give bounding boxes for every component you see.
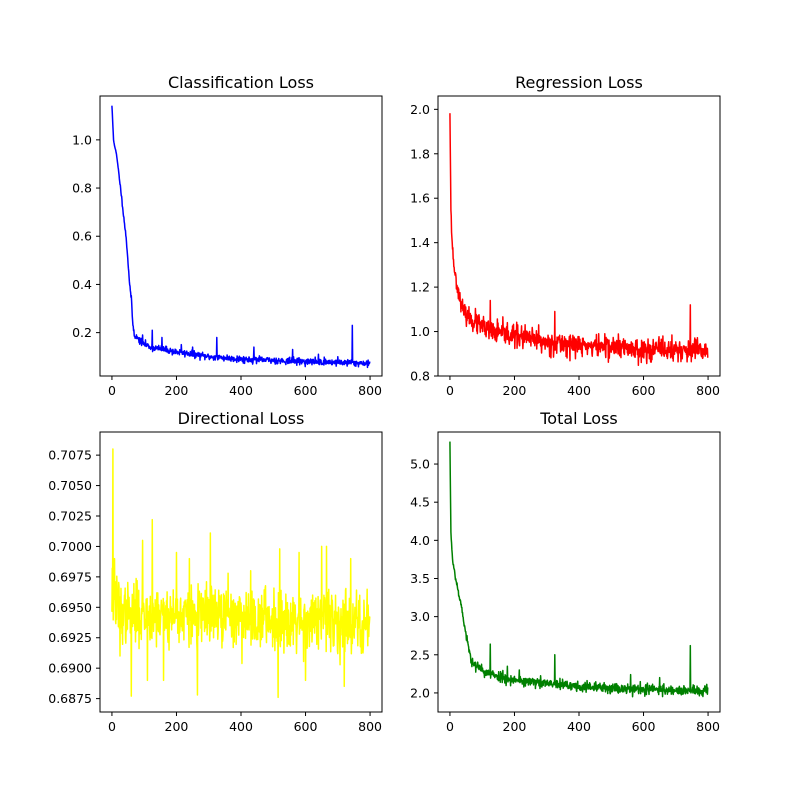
directional-loss-y-tick-label: 0.6875 (48, 691, 92, 706)
classification-loss-x-tick-label: 800 (358, 383, 382, 398)
classification-loss-y-tick-label: 0.4 (72, 277, 92, 292)
directional-loss-x-tick-label: 800 (358, 719, 382, 734)
total-loss-x-tick-label: 200 (503, 719, 527, 734)
classification-loss-x-tick-label: 0 (108, 383, 116, 398)
classification-loss-y-tick-label: 0.6 (72, 229, 92, 244)
regression-loss-x-tick-label: 0 (446, 383, 454, 398)
classification-loss-x-tick-label: 400 (229, 383, 253, 398)
regression-loss-y-tick-label: 1.2 (410, 280, 430, 295)
directional-loss-x-tick-label: 0 (108, 719, 116, 734)
directional-loss-x-tick-label: 400 (229, 719, 253, 734)
regression-loss-x-tick-label: 600 (632, 383, 656, 398)
classification-loss-title: Classification Loss (168, 73, 314, 92)
total-loss-title: Total Loss (539, 409, 618, 428)
regression-loss-y-tick-label: 1.0 (410, 324, 430, 339)
total-loss-y-tick-label: 2.0 (410, 685, 430, 700)
classification-loss-x-tick-label: 200 (165, 383, 189, 398)
classification-loss-axes-frame (99, 95, 383, 377)
classification-loss-y-tick-label: 0.2 (72, 325, 92, 340)
directional-loss-y-tick-label: 0.6975 (48, 569, 92, 584)
total-loss-series-line (449, 441, 709, 698)
regression-loss-title: Regression Loss (515, 73, 643, 92)
directional-loss-y-tick-label: 0.7025 (48, 509, 92, 524)
total-loss-y-tick-label: 4.5 (410, 495, 430, 510)
total-loss-x-tick-label: 400 (567, 719, 591, 734)
regression-loss-y-tick-label: 1.4 (410, 235, 430, 250)
regression-loss-y-tick-label: 1.6 (410, 191, 430, 206)
classification-loss-y-tick-label: 0.8 (72, 181, 92, 196)
total-loss-x-tick-label: 0 (446, 719, 454, 734)
regression-loss-x-tick-label: 800 (696, 383, 720, 398)
total-loss-y-tick-label: 3.0 (410, 609, 430, 624)
total-loss-subplot: 0 200 400 600 800 2.0 2.5 3.0 3.5 4.0 4.5 5.0 Total … (410, 409, 721, 734)
classification-loss-subplot: 0 200 400 600 800 0.2 0.4 0.6 0.8 1.0 Classificati… (72, 73, 383, 398)
regression-loss-y-tick-label: 1.8 (410, 146, 430, 161)
regression-loss-x-tick-label: 400 (567, 383, 591, 398)
directional-loss-series-line (111, 448, 371, 699)
total-loss-y-tick-label: 5.0 (410, 457, 430, 472)
directional-loss-y-tick-label: 0.7075 (48, 448, 92, 463)
total-loss-x-tick-label: 600 (632, 719, 656, 734)
regression-loss-y-tick-label: 0.8 (410, 369, 430, 384)
directional-loss-y-tick-label: 0.6950 (48, 600, 92, 615)
directional-loss-y-tick-label: 0.6925 (48, 630, 92, 645)
classification-loss-x-tick-label: 600 (294, 383, 318, 398)
directional-loss-subplot: 0 200 400 600 800 0.6875 0.6900 0.6925 0.6950 0.6… (48, 409, 383, 734)
regression-loss-axes-frame (437, 95, 721, 377)
directional-loss-x-tick-label: 200 (165, 719, 189, 734)
directional-loss-x-tick-label: 600 (294, 719, 318, 734)
total-loss-x-tick-label: 800 (696, 719, 720, 734)
regression-loss-series-line (449, 112, 709, 367)
total-loss-y-tick-label: 2.5 (410, 647, 430, 662)
classification-loss-y-tick-label: 1.0 (72, 132, 92, 147)
directional-loss-y-tick-label: 0.6900 (48, 661, 92, 676)
directional-loss-y-tick-label: 0.7050 (48, 478, 92, 493)
total-loss-y-tick-label: 4.0 (410, 533, 430, 548)
total-loss-y-tick-label: 3.5 (410, 571, 430, 586)
regression-loss-x-tick-label: 200 (503, 383, 527, 398)
directional-loss-y-tick-label: 0.7000 (48, 539, 92, 554)
directional-loss-title: Directional Loss (178, 409, 305, 428)
regression-loss-y-tick-label: 2.0 (410, 102, 430, 117)
regression-loss-subplot: 0 200 400 600 800 0.8 1.0 1.2 1.4 1.6 1.8 2.0 Regres… (410, 73, 721, 398)
classification-loss-series-line (111, 105, 371, 369)
